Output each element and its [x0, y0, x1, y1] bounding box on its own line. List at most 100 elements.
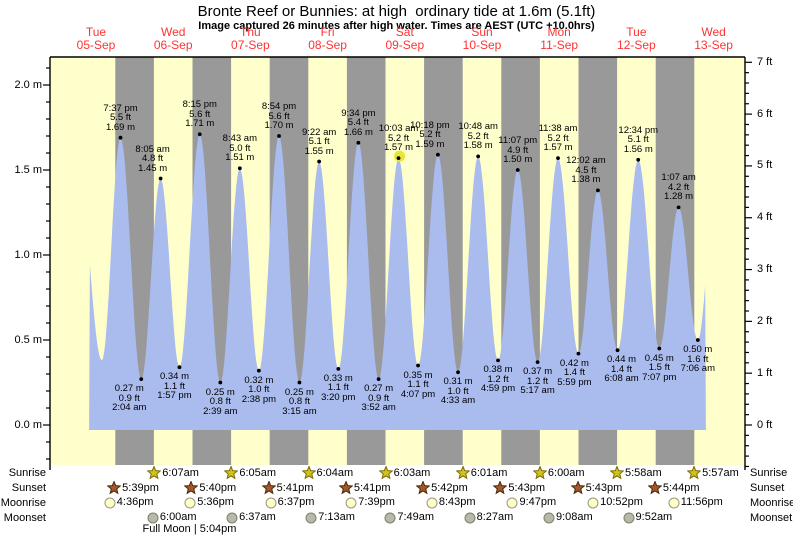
sunrise-icon	[532, 466, 547, 480]
day-label: Sun 10-Sep	[447, 26, 517, 52]
moonrise-time: 11:56pm	[680, 496, 723, 508]
day-weekday: Thu	[240, 25, 261, 39]
sunrise-event: 6:05am	[224, 466, 276, 480]
low-tide-label: 0.32 m 1.0 ft 2:38 pm	[241, 374, 277, 405]
day-label: Wed 13-Sep	[679, 26, 749, 52]
tide-curve-area	[89, 134, 706, 431]
high-tide-point-dot	[676, 205, 681, 210]
low-tide-label: 0.25 m 0.8 ft 3:15 am	[282, 386, 317, 417]
day-date: 05-Sep	[76, 38, 116, 52]
day-label: Tue 12-Sep	[601, 26, 671, 52]
moonset-event: 7:13am	[305, 511, 355, 524]
low-tide-label: 0.50 m 1.6 ft 7:06 am	[680, 344, 715, 374]
moonrise-icon	[104, 497, 116, 508]
high-tide-point-dot	[396, 156, 401, 161]
sunrise-event: 6:04am	[301, 466, 353, 480]
y-axis-left-label: 2.0 m	[14, 78, 42, 91]
low-tide-point-dot	[456, 370, 460, 375]
day-label: Mon 11-Sep	[524, 26, 594, 52]
high-tide-label: 1:07 am 4.2 ft 1.28 m	[661, 172, 696, 203]
high-tide-point-dot	[237, 166, 242, 171]
moonset-event: 9:52am	[623, 511, 673, 524]
sunset-event: 5:43pm	[493, 481, 545, 495]
high-tide-point-dot	[515, 168, 520, 172]
y-axis-right-label: 5 ft	[757, 159, 773, 172]
low-tide-point-dot	[496, 358, 500, 363]
high-tide-label: 12:02 am 4.5 ft 1.38 m	[566, 155, 606, 186]
moonset-icon	[226, 512, 238, 523]
day-date: 07-Sep	[231, 38, 270, 52]
low-tide-point-dot	[256, 368, 261, 373]
day-weekday: Wed	[701, 25, 726, 39]
y-axis-right-label: 6 ft	[757, 107, 773, 120]
moonset-icon	[464, 512, 476, 523]
sunrise-icon	[224, 466, 239, 480]
high-tide-label: 10:03 am 5.2 ft 1.57 m	[378, 123, 419, 154]
day-label: Tue 05-Sep	[61, 26, 131, 52]
sunset-time: 5:40pm	[199, 481, 237, 494]
moonset-icon	[384, 512, 396, 523]
moonset-time: 8:27am	[476, 511, 514, 523]
moonrise-event: 11:56pm	[668, 496, 723, 509]
moonrise-icon	[668, 497, 680, 508]
moonrise-event: 7:39pm	[345, 496, 395, 509]
moonset-event: 8:27am	[464, 511, 514, 524]
high-tide-point-dot	[317, 159, 322, 164]
day-label: Sat 09-Sep	[370, 26, 440, 52]
sunset-icon	[416, 481, 431, 495]
day-date: 06-Sep	[153, 38, 193, 52]
sunrise-row-label-left: Sunrise	[8, 467, 46, 479]
day-weekday: Fri	[320, 25, 335, 39]
day-weekday: Sun	[471, 25, 493, 39]
high-tide-label: 7:37 pm 5.5 ft 1.69 m	[103, 102, 138, 133]
moonset-time: 9:08am	[555, 511, 593, 523]
sunset-event: 5:44pm	[647, 481, 700, 495]
low-tide-label: 0.38 m 1.2 ft 4:59 pm	[480, 364, 516, 395]
low-tide-label: 0.27 m 0.9 ft 3:52 am	[361, 383, 396, 414]
high-tide-label: 9:22 am 5.1 ft 1.55 m	[301, 126, 337, 157]
y-axis-right-label: 2 ft	[757, 314, 773, 327]
sunrise-time: 5:57am	[702, 466, 739, 479]
moonrise-time: 5:36pm	[197, 496, 234, 508]
y-axis-right-label: 3 ft	[757, 263, 773, 276]
high-tide-label: 10:48 am 5.2 ft 1.58 m	[458, 121, 498, 152]
low-tide-label: 0.27 m 0.9 ft 2:04 am	[112, 383, 147, 414]
day-weekday: Sat	[395, 25, 414, 39]
moonrise-event: 8:43pm	[426, 496, 476, 509]
moonrise-time: 6:37pm	[277, 496, 315, 508]
high-tide-point-dot	[158, 176, 163, 181]
high-tide-point-dot	[556, 156, 560, 161]
sunrise-icon	[609, 466, 624, 480]
low-tide-point-dot	[615, 348, 620, 353]
sunrise-time: 6:07am	[162, 466, 199, 479]
moonrise-time: 4:36pm	[116, 496, 154, 508]
moonset-icon	[543, 512, 555, 523]
sunset-icon	[184, 481, 199, 495]
sunrise-time: 6:00am	[547, 466, 585, 479]
low-tide-point-dot	[416, 363, 420, 368]
day-weekday: Wed	[160, 25, 186, 39]
sunset-event: 5:41pm	[338, 481, 391, 495]
moonrise-event: 4:36pm	[104, 496, 154, 509]
moonrise-icon	[426, 497, 438, 508]
sunrise-event: 5:58am	[609, 466, 662, 480]
sunset-icon	[493, 481, 508, 495]
day-label: Wed 06-Sep	[138, 26, 208, 52]
sunrise-row-label-right: Sunrise	[750, 467, 788, 479]
sunset-time: 5:43pm	[508, 481, 546, 494]
low-tide-point-dot	[695, 338, 700, 342]
moon-phase-note: Full Moon | 5:04pm	[142, 523, 237, 535]
moonset-time: 7:13am	[318, 511, 355, 523]
low-tide-label: 0.37 m 1.2 ft 5:17 am	[520, 366, 555, 397]
day-label: Fri 08-Sep	[293, 26, 363, 52]
day-date: 10-Sep	[462, 38, 502, 52]
high-tide-point-dot	[636, 157, 641, 162]
sunrise-event: 6:01am	[455, 466, 507, 480]
low-tide-point-dot	[376, 377, 381, 381]
day-date: 11-Sep	[540, 38, 579, 52]
low-tide-point-dot	[218, 380, 223, 385]
moonset-time: 9:52am	[635, 511, 673, 523]
low-tide-label: 0.31 m 1.0 ft 4:33 am	[440, 376, 476, 407]
moonset-icon	[623, 512, 635, 523]
